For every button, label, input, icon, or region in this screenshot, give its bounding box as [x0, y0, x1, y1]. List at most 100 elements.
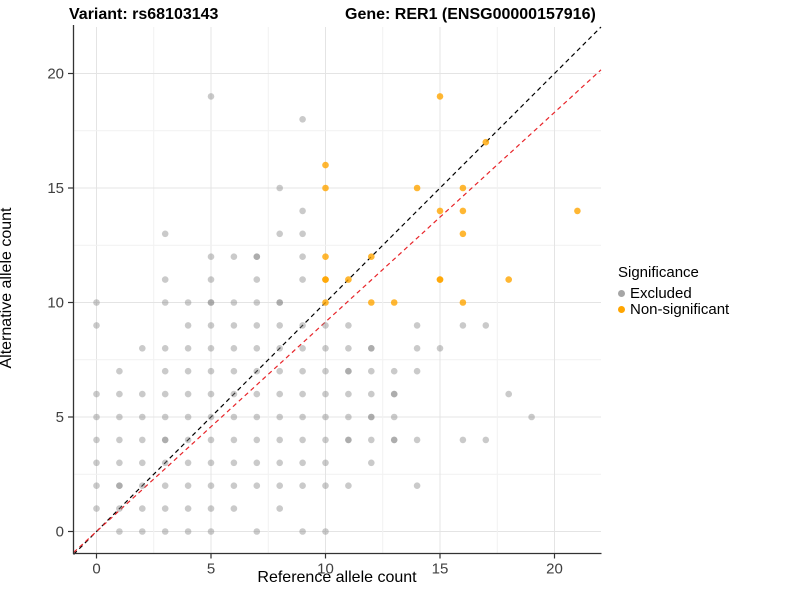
legend-title: Significance [618, 264, 699, 281]
data-point-excluded [253, 367, 261, 375]
y-tick-label: 10 [47, 295, 64, 312]
data-point-excluded [413, 322, 421, 329]
x-tick-label: 20 [546, 561, 563, 578]
data-point-non-significant [436, 276, 444, 283]
data-point-non-significant [459, 184, 467, 192]
excluded-dot-icon [618, 289, 625, 297]
y-axis-title: Alternative allele count [0, 207, 15, 369]
data-point-excluded [276, 299, 284, 306]
data-point-excluded [345, 322, 352, 329]
data-point-excluded [299, 367, 306, 375]
data-point-excluded [93, 459, 100, 467]
x-axis-title: Reference allele count [257, 569, 417, 586]
data-point-excluded [390, 436, 398, 444]
x-tick-label: 15 [432, 561, 449, 578]
data-point-excluded [207, 322, 215, 329]
data-point-excluded [139, 459, 146, 467]
data-point-excluded [322, 367, 329, 375]
data-point-excluded [345, 390, 352, 398]
data-point-excluded [161, 367, 169, 375]
data-point-excluded [459, 436, 467, 444]
data-point-excluded [276, 230, 284, 238]
data-point-excluded [207, 276, 215, 283]
data-point-excluded [207, 528, 215, 535]
data-point-excluded [299, 413, 306, 421]
data-point-excluded [299, 116, 306, 123]
data-point-excluded [139, 413, 146, 421]
data-point-excluded [207, 345, 215, 352]
data-point-excluded [368, 413, 375, 421]
data-point-excluded [253, 459, 261, 467]
data-point-excluded [253, 253, 261, 260]
data-point-excluded [482, 436, 490, 444]
data-point-excluded [230, 459, 238, 467]
legend-item-excluded: Excluded [618, 285, 729, 302]
legend: Significance Excluded Non-significant [618, 264, 729, 318]
data-point-excluded [253, 390, 261, 398]
data-point-excluded [299, 482, 306, 490]
data-point-excluded [230, 299, 238, 306]
data-point-excluded [413, 367, 421, 375]
y-tick-label: 20 [47, 66, 64, 83]
data-point-non-significant [322, 161, 329, 169]
data-point-excluded [207, 413, 215, 421]
data-point-excluded [253, 528, 261, 535]
data-point-excluded [230, 367, 238, 375]
data-point-excluded [230, 322, 238, 329]
data-point-excluded [276, 505, 284, 512]
data-point-excluded [116, 482, 123, 490]
data-point-non-significant [436, 207, 444, 215]
data-point-excluded [161, 276, 169, 283]
data-point-excluded [139, 505, 146, 512]
data-point-excluded [299, 459, 306, 467]
data-point-excluded [276, 413, 284, 421]
legend-item-non-significant: Non-significant [618, 301, 729, 318]
x-tick-label: 10 [317, 561, 334, 578]
data-point-excluded [230, 436, 238, 444]
data-point-excluded [207, 436, 215, 444]
data-point-excluded [116, 482, 123, 490]
data-point-excluded [161, 459, 169, 467]
data-point-excluded [161, 345, 169, 352]
data-point-excluded [207, 505, 215, 512]
data-point-excluded [161, 230, 169, 238]
data-point-excluded [116, 505, 123, 512]
data-point-excluded [253, 413, 261, 421]
data-point-excluded [368, 345, 375, 352]
data-point-non-significant [322, 184, 329, 192]
data-point-excluded [253, 299, 261, 306]
data-point-excluded [322, 528, 329, 535]
data-point-excluded [390, 390, 398, 398]
data-point-non-significant [345, 276, 352, 283]
data-point-excluded [161, 413, 169, 421]
data-point-excluded [299, 345, 306, 352]
data-point-excluded [253, 276, 261, 283]
data-point-excluded [161, 299, 169, 306]
data-point-excluded [184, 299, 192, 306]
data-point-excluded [139, 436, 146, 444]
data-point-excluded [299, 276, 306, 283]
data-point-excluded [276, 390, 284, 398]
data-point-excluded [184, 482, 192, 490]
data-point-excluded [322, 345, 329, 352]
data-point-excluded [482, 322, 490, 329]
data-point-excluded [299, 322, 306, 329]
data-point-excluded [184, 413, 192, 421]
data-point-non-significant [482, 138, 490, 146]
data-point-excluded [93, 413, 100, 421]
data-point-excluded [276, 436, 284, 444]
data-point-excluded [184, 367, 192, 375]
data-point-excluded [413, 436, 421, 444]
data-point-excluded [322, 413, 329, 421]
x-tick-label: 0 [92, 561, 100, 578]
data-point-excluded [368, 413, 375, 421]
data-point-non-significant [322, 253, 329, 260]
data-point-non-significant [390, 299, 398, 306]
data-point-excluded [299, 253, 306, 260]
data-point-excluded [368, 459, 375, 467]
data-point-excluded [368, 345, 375, 352]
data-point-excluded [161, 482, 169, 490]
data-point-excluded [207, 93, 215, 100]
data-point-excluded [345, 436, 352, 444]
data-point-excluded [322, 459, 329, 467]
